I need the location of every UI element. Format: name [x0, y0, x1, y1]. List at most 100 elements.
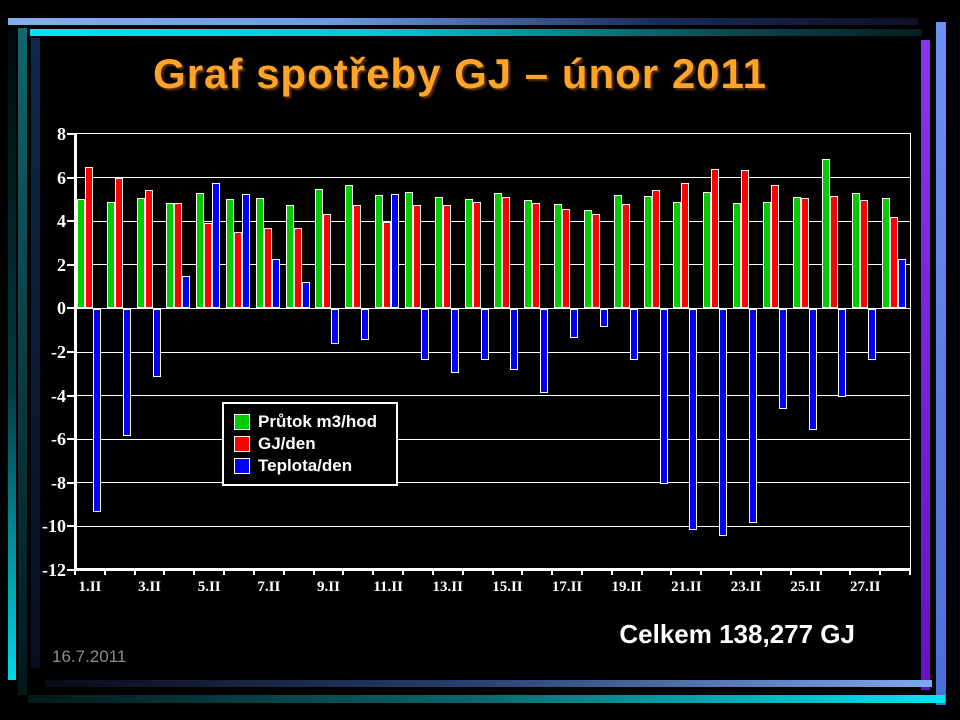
- bar-day8-prutok: [285, 204, 294, 309]
- bar-day19-gj: [621, 203, 630, 309]
- gridline--2: [75, 351, 910, 353]
- bar-day1-teplota: [92, 309, 101, 513]
- gridline-0: [75, 307, 910, 309]
- x-axis-label-21.II: 21.II: [671, 579, 702, 595]
- x-axis-tick-24: [789, 570, 792, 575]
- bar-day26-teplota: [838, 309, 847, 397]
- y-axis-tick--6: [67, 438, 75, 441]
- y-axis-tick-0: [67, 307, 75, 310]
- bar-day26-prutok: [822, 159, 831, 309]
- bar-day11-gj: [383, 222, 392, 309]
- bar-day6-gj: [234, 232, 243, 309]
- bar-day20-teplota: [659, 309, 668, 484]
- x-axis-tick-3: [163, 570, 166, 575]
- bar-day21-teplota: [689, 309, 698, 530]
- bar-day10-teplota: [361, 309, 370, 340]
- slide-title: Graf spotřeby GJ – únor 2011: [153, 50, 767, 97]
- bar-day14-prutok: [464, 199, 473, 309]
- bar-day20-prutok: [643, 196, 652, 309]
- bar-day11-teplota: [391, 193, 400, 309]
- bar-day7-teplota: [271, 259, 280, 309]
- bar-day26-gj: [830, 196, 839, 309]
- bar-day12-gj: [412, 204, 421, 309]
- x-axis-tick-28: [909, 570, 911, 575]
- bar-day9-teplota: [331, 309, 340, 345]
- y-axis-label--4: -4: [51, 385, 66, 406]
- x-axis-tick-8: [312, 570, 315, 575]
- bar-day16-gj: [532, 202, 541, 309]
- x-axis-tick-15: [521, 570, 524, 575]
- x-axis-label-13.II: 13.II: [432, 579, 463, 595]
- x-axis-tick-20: [670, 570, 673, 575]
- x-axis-label-7.II: 7.II: [257, 579, 281, 595]
- x-axis-tick-7: [282, 570, 285, 575]
- bar-day14-gj: [472, 201, 481, 309]
- x-axis-tick-1: [103, 570, 106, 575]
- bar-day13-teplota: [450, 309, 459, 373]
- bar-day22-teplota: [719, 309, 728, 537]
- total-consumption-label: Celkem 138,277 GJ: [619, 619, 855, 649]
- bar-day4-prutok: [166, 202, 175, 309]
- frame-right-bar-blue: [936, 22, 946, 705]
- bar-day15-teplota: [510, 309, 519, 371]
- bar-day8-gj: [293, 227, 302, 309]
- bar-day28-gj: [890, 216, 899, 309]
- x-axis-tick-16: [551, 570, 554, 575]
- bar-day28-teplota: [898, 259, 907, 309]
- bar-day1-gj: [84, 166, 93, 309]
- x-axis-label-9.II: 9.II: [317, 579, 340, 595]
- bar-chart-plot-area: [74, 133, 911, 571]
- y-axis-tick-6: [67, 176, 75, 179]
- y-axis-label--6: -6: [51, 429, 66, 450]
- frame-left-bar-navy: [31, 38, 40, 668]
- frame-bottom-line-blue: [45, 680, 932, 687]
- bar-day22-prutok: [703, 191, 712, 309]
- y-axis-label-6: 6: [57, 167, 66, 188]
- bar-day15-prutok: [494, 192, 503, 309]
- bar-day18-prutok: [583, 210, 592, 309]
- bar-day1-prutok: [76, 199, 85, 309]
- bar-day21-prutok: [673, 201, 682, 309]
- bar-day24-prutok: [762, 201, 771, 309]
- bar-day22-gj: [711, 168, 720, 309]
- bar-day25-prutok: [792, 197, 801, 309]
- y-axis-tick-8: [67, 133, 75, 135]
- bar-day13-gj: [442, 204, 451, 309]
- legend-label-gj: GJ/den: [258, 434, 316, 453]
- bar-day21-gj: [681, 183, 690, 309]
- frame-right-bar-purple: [921, 40, 930, 690]
- bar-day23-gj: [740, 169, 749, 309]
- x-axis-label-27.II: 27.II: [850, 579, 881, 595]
- frame-left-bar-outer: [8, 30, 16, 680]
- bar-day10-prutok: [345, 185, 354, 309]
- x-axis-tick-4: [193, 570, 196, 575]
- x-axis-tick-0: [74, 570, 76, 575]
- legend-label-teplota: Teplota/den: [258, 456, 353, 475]
- frame-top-line-blue: [8, 18, 918, 25]
- x-axis-tick-19: [640, 570, 643, 575]
- gridline--10: [75, 525, 910, 527]
- y-axis-label--8: -8: [51, 472, 66, 493]
- legend-swatch-blue: [234, 458, 250, 474]
- gridline-4: [75, 220, 910, 222]
- x-axis-tick-13: [461, 570, 464, 575]
- x-axis-label-3.II: 3.II: [138, 579, 162, 595]
- x-axis-tick-14: [491, 570, 494, 575]
- bar-day6-prutok: [226, 199, 235, 309]
- x-axis-tick-5: [223, 570, 226, 575]
- bar-day2-prutok: [106, 201, 115, 309]
- gridline-6: [75, 177, 910, 179]
- date-label: 16.7.2011: [52, 647, 127, 666]
- bar-day2-gj: [114, 177, 123, 309]
- y-axis-tick--8: [67, 481, 75, 484]
- frame-top-line-cyan: [30, 29, 922, 36]
- bar-day11-prutok: [375, 195, 384, 309]
- x-axis-tick-6: [252, 570, 255, 575]
- bar-day10-gj: [353, 204, 362, 309]
- y-axis-tick-4: [67, 220, 75, 223]
- x-axis-label-23.II: 23.II: [730, 579, 762, 595]
- bar-day5-prutok: [196, 192, 205, 309]
- x-axis-tick-27: [879, 570, 882, 575]
- gridline--4: [75, 395, 910, 397]
